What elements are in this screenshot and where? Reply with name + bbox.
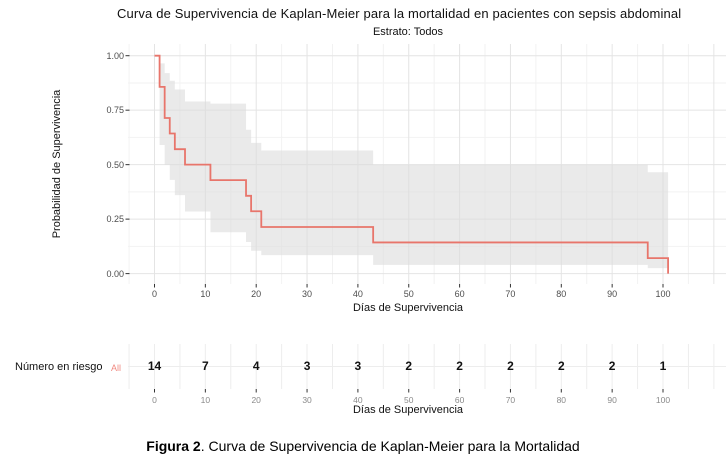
- risk-count: 2: [557, 359, 565, 373]
- risk-table-title: Número en riesgo: [15, 361, 103, 373]
- risk-count: 3: [354, 359, 362, 373]
- figure-caption-number: Figura 2: [146, 438, 201, 454]
- x-tick-label: 20: [251, 289, 262, 299]
- x-axis-label: Días de Supervivencia: [352, 302, 464, 314]
- y-tick-label: 0.50: [106, 159, 124, 170]
- risk-axis-tick-label: 20: [251, 395, 261, 405]
- risk-axis-tick-label: 70: [505, 395, 516, 405]
- risk-axis-label: Días de Supervivencia: [352, 404, 464, 416]
- y-axis-label: Probabilidad de Supervivencia: [51, 89, 63, 239]
- figure-caption-text: . Curva de Supervivencia de Kaplan-Meier…: [200, 438, 580, 454]
- confidence-band: [154, 55, 669, 269]
- risk-count: 4: [252, 359, 260, 373]
- x-tick-label: 0: [151, 289, 157, 299]
- risk-axis-tick-label: 0: [152, 395, 157, 405]
- risk-axis-tick-label: 30: [302, 395, 312, 405]
- risk-axis-tick-label: 60: [454, 395, 465, 405]
- risk-axis-tick-label: 90: [607, 395, 617, 405]
- risk-count: 3: [303, 359, 311, 373]
- risk-axis-tick-label: 80: [556, 395, 567, 405]
- axis-tick-marks: [125, 55, 664, 288]
- risk-count: 2: [507, 359, 514, 373]
- risk-count: 14: [147, 359, 162, 373]
- risk-axis-tick-label: 40: [353, 395, 363, 405]
- risk-axis-tick-label: 10: [200, 395, 211, 405]
- chart-title: Curva de Supervivencia de Kaplan-Meier p…: [117, 6, 682, 21]
- risk-axis-tick-label: 100: [655, 395, 671, 405]
- x-tick-label: 100: [655, 289, 671, 299]
- figure-caption: Figura 2. Curva de Supervivencia de Kapl…: [0, 438, 726, 455]
- x-tick-label: 40: [352, 289, 363, 299]
- x-tick-label: 90: [607, 289, 618, 299]
- risk-count: 2: [456, 359, 463, 373]
- y-tick-label: 0.00: [106, 268, 124, 279]
- survival-curve: [154, 54, 669, 274]
- y-tick-label: 0.25: [106, 214, 124, 225]
- risk-count: 1: [659, 359, 667, 373]
- x-tick-label: 30: [302, 289, 313, 299]
- x-tick-label: 60: [454, 289, 465, 299]
- risk-axis-tick-label: 50: [404, 395, 414, 405]
- risk-count: 2: [405, 359, 413, 373]
- risk-count: 7: [202, 359, 209, 373]
- y-tick-label: 0.75: [106, 105, 124, 116]
- risk-table-stratum-label: All: [111, 363, 122, 373]
- x-tick-label: 10: [200, 289, 211, 299]
- x-tick-label: 80: [556, 289, 567, 299]
- y-tick-label: 1.00: [106, 50, 124, 61]
- risk-count: 2: [608, 359, 616, 373]
- x-tick-label: 70: [505, 289, 516, 299]
- risk-table-grid: [128, 344, 726, 393]
- x-tick-label: 50: [403, 289, 414, 299]
- chart-subtitle: Estrato: Todos: [372, 26, 444, 38]
